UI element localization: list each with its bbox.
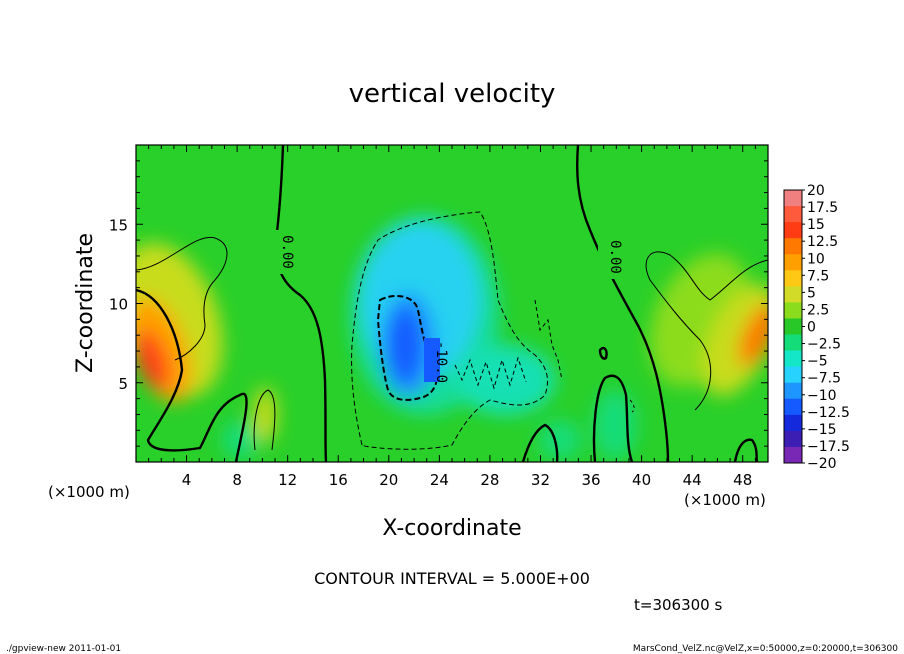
contour-label: 0.00: [279, 235, 295, 269]
contour-negative: [629, 399, 635, 413]
colorbar-swatch: [784, 446, 802, 464]
x-tick-label: 8: [232, 471, 242, 489]
contour-negative: [351, 211, 548, 450]
contour-zero: [592, 374, 634, 462]
colorbar-label: −5: [807, 354, 828, 370]
contour-negative: [454, 356, 527, 390]
x-tick-label: 24: [430, 471, 449, 489]
x-axis-ticks: 4 8 12 16 20 24 28 32 36 40 44 48: [148, 145, 756, 489]
y-axis-ticks: 5 10 15: [109, 160, 768, 447]
contour-zero: [733, 438, 759, 462]
colorbar-swatch: [784, 350, 802, 368]
colorbar-swatch: [784, 430, 802, 448]
colorbar-swatch: [784, 254, 802, 271]
x-tick-label: 44: [683, 471, 702, 489]
colorbar-label: 7.5: [807, 268, 829, 284]
colorbar-label: 10: [807, 251, 825, 267]
colorbar-label: −2.5: [807, 337, 841, 353]
contour-interval-text: CONTOUR INTERVAL = 5.000E+00: [314, 569, 590, 588]
x-tick-label: 40: [632, 471, 651, 489]
colorbar-swatch: [784, 286, 802, 303]
colorbar-label: −10: [807, 388, 837, 404]
field-blob: [136, 329, 170, 391]
colorbar-label: 20: [807, 183, 825, 199]
x-axis-label: X-coordinate: [382, 516, 521, 541]
colorbar-swatch: [784, 222, 802, 239]
y-axis-label: Z-coordinate: [73, 233, 98, 373]
x-tick-label: 12: [278, 471, 297, 489]
colorbar-label: −15: [807, 422, 837, 438]
x-axis-unit-right: (×1000 m): [684, 491, 766, 509]
colorbar-label: 17.5: [807, 200, 838, 216]
field-blob: [455, 345, 555, 415]
contour-label: -10.0: [433, 341, 449, 383]
field-blob: [538, 420, 582, 460]
colorbar-swatch: [784, 302, 802, 319]
contour-positive: [253, 389, 276, 451]
colorbar-label: 15: [807, 217, 825, 233]
x-tick-label: 32: [531, 471, 550, 489]
plot-area: [136, 145, 768, 462]
x-tick-label: 20: [379, 471, 398, 489]
colorbar-label: −7.5: [807, 371, 841, 387]
colorbar-swatch: [784, 366, 802, 384]
colorbar-swatch: [784, 318, 802, 336]
colorbar-swatch: [784, 238, 802, 255]
colorbar-swatch: [784, 334, 802, 352]
x-tick-label: 28: [480, 471, 499, 489]
colorbar-swatch: [784, 414, 802, 432]
contour-zero: [521, 423, 559, 462]
x-axis-unit-left: (×1000 m): [48, 483, 130, 501]
colorbar-label: −20: [807, 456, 837, 472]
y-tick-label: 15: [109, 216, 128, 234]
colorbar-label: 12.5: [807, 234, 838, 250]
footer-right: MarsCond_VelZ.nc@VelZ,x=0:50000,z=0:2000…: [633, 644, 898, 654]
colorbar-label: −12.5: [807, 405, 850, 421]
contour-zero: [275, 145, 328, 462]
colorbar-label: −17.5: [807, 439, 850, 455]
contour-label-group: 0.00 0.00 -10.0: [270, 230, 623, 383]
y-tick-label: 5: [118, 375, 128, 393]
contour-zero: [598, 346, 608, 360]
colorbar-label: 2.5: [807, 302, 829, 318]
contour-negative-strong: [376, 294, 438, 401]
colorbar-swatch: [784, 382, 802, 400]
x-tick-label: 4: [182, 471, 192, 489]
colorbar-label: 0: [807, 320, 816, 336]
colorbar-swatch: [784, 270, 802, 287]
contour-zero: [136, 288, 248, 462]
colorbar-label: 5: [807, 285, 816, 301]
contour-positive: [645, 251, 768, 411]
field-blob: [389, 307, 421, 383]
y-tick-label: 10: [109, 296, 128, 314]
contour-zero: [576, 145, 670, 462]
time-text: t=306300 s: [634, 596, 722, 614]
colorbar-swatch: [784, 398, 802, 416]
x-tick-label: 48: [733, 471, 752, 489]
colorbar-swatch: [784, 190, 802, 207]
x-tick-label: 16: [329, 471, 348, 489]
colorbar-swatch: [784, 206, 802, 223]
contour-label: 0.00: [607, 240, 623, 274]
footer-left: ./gpview-new 2011-01-01: [6, 644, 121, 654]
contour-positive: [136, 236, 228, 361]
x-tick-label: 36: [581, 471, 600, 489]
chart-title: vertical velocity: [349, 79, 556, 109]
